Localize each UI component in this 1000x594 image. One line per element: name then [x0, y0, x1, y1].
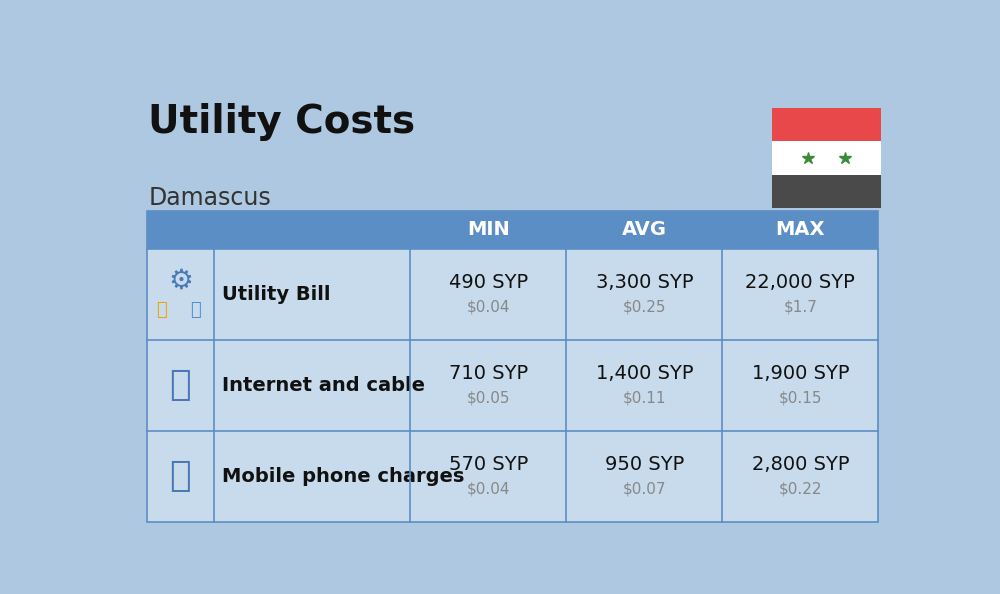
Text: 1,900 SYP: 1,900 SYP: [752, 364, 849, 383]
Text: ⚙: ⚙: [168, 267, 193, 295]
Text: Mobile phone charges: Mobile phone charges: [222, 467, 464, 486]
FancyBboxPatch shape: [772, 141, 881, 175]
Text: 570 SYP: 570 SYP: [449, 456, 528, 475]
Text: $0.07: $0.07: [623, 482, 666, 497]
Text: 22,000 SYP: 22,000 SYP: [745, 273, 855, 292]
Text: 📱: 📱: [170, 459, 191, 493]
Text: 📡: 📡: [170, 368, 191, 402]
Text: $0.22: $0.22: [779, 482, 822, 497]
FancyBboxPatch shape: [147, 431, 878, 522]
Text: 3,300 SYP: 3,300 SYP: [596, 273, 693, 292]
Text: 490 SYP: 490 SYP: [449, 273, 528, 292]
Text: Utility Bill: Utility Bill: [222, 285, 330, 304]
Text: MIN: MIN: [467, 220, 510, 239]
Text: Internet and cable: Internet and cable: [222, 376, 425, 395]
Text: 🔌: 🔌: [156, 301, 166, 319]
FancyBboxPatch shape: [147, 340, 878, 431]
Text: $0.05: $0.05: [467, 391, 510, 406]
Text: $0.25: $0.25: [623, 299, 666, 315]
Text: $1.7: $1.7: [783, 299, 817, 315]
Text: $0.04: $0.04: [467, 482, 510, 497]
Text: 950 SYP: 950 SYP: [605, 456, 684, 475]
Text: 710 SYP: 710 SYP: [449, 364, 528, 383]
Text: MAX: MAX: [776, 220, 825, 239]
Text: 1,400 SYP: 1,400 SYP: [596, 364, 693, 383]
FancyBboxPatch shape: [147, 211, 878, 249]
Text: $0.04: $0.04: [467, 299, 510, 315]
FancyBboxPatch shape: [772, 108, 881, 141]
Text: Damascus: Damascus: [148, 185, 271, 210]
Text: $0.15: $0.15: [779, 391, 822, 406]
Text: 💧: 💧: [191, 301, 201, 319]
Text: Utility Costs: Utility Costs: [148, 103, 415, 141]
FancyBboxPatch shape: [147, 249, 878, 340]
Text: AVG: AVG: [622, 220, 667, 239]
FancyBboxPatch shape: [772, 175, 881, 208]
Text: 2,800 SYP: 2,800 SYP: [752, 456, 849, 475]
Text: $0.11: $0.11: [623, 391, 666, 406]
